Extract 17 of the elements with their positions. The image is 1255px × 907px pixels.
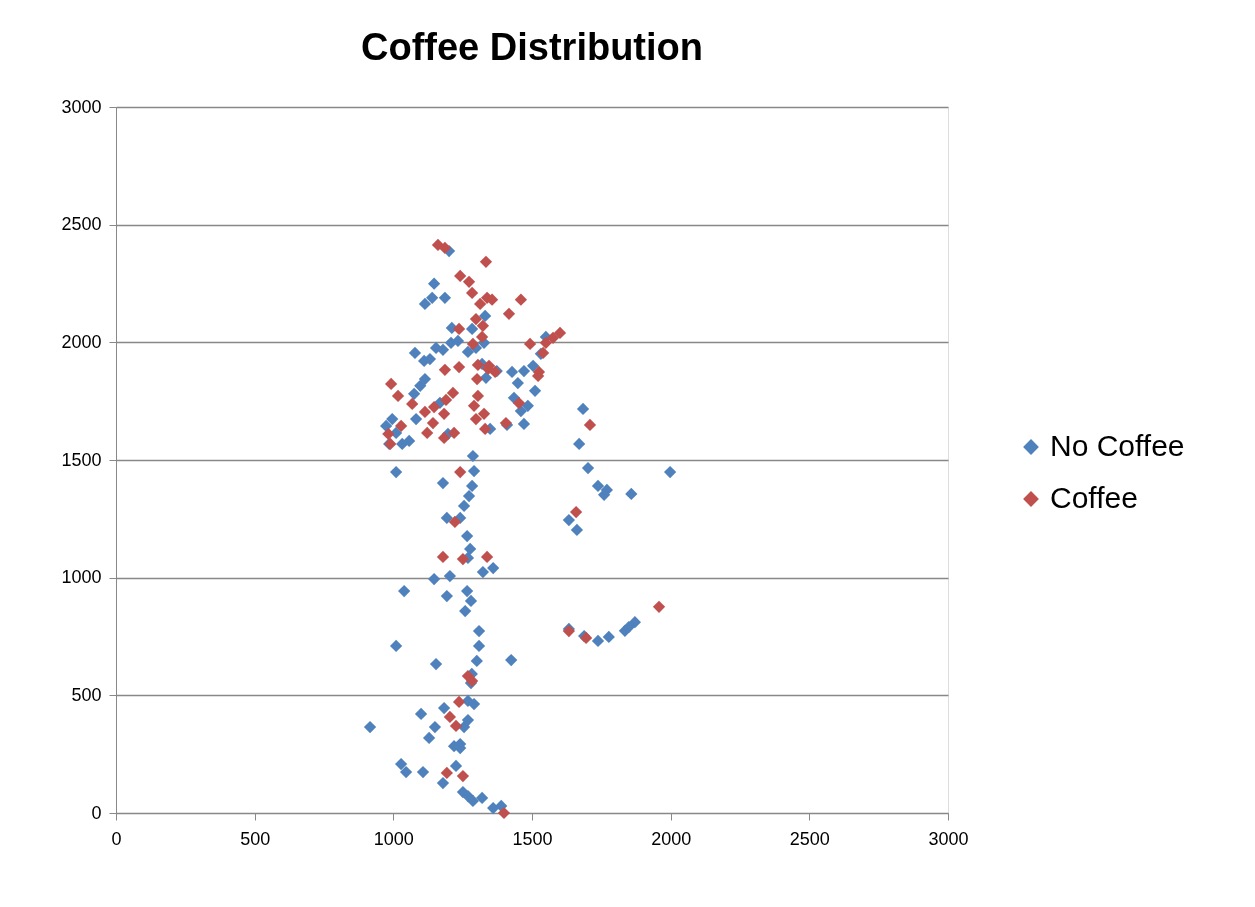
x-tick-label: 2500 bbox=[789, 828, 830, 849]
y-tick-label: 500 bbox=[71, 684, 102, 705]
y-tick-label: 2000 bbox=[61, 331, 102, 352]
x-tick-label: 1500 bbox=[512, 828, 553, 849]
y-tick-label: 2500 bbox=[61, 214, 102, 235]
legend-label: Coffee bbox=[1050, 481, 1138, 514]
y-tick-label: 0 bbox=[91, 802, 102, 823]
x-tick-label: 500 bbox=[240, 828, 271, 849]
x-tick-label: 1000 bbox=[373, 828, 414, 849]
x-tick-label: 3000 bbox=[928, 828, 969, 849]
legend-label: No Coffee bbox=[1050, 429, 1185, 462]
y-tick-label: 1500 bbox=[61, 449, 102, 470]
x-tick-label: 2000 bbox=[651, 828, 692, 849]
y-tick-label: 3000 bbox=[61, 96, 102, 117]
x-tick-label: 0 bbox=[111, 828, 122, 849]
y-tick-label: 1000 bbox=[61, 567, 102, 588]
chart-title: Coffee Distribution bbox=[361, 26, 703, 68]
